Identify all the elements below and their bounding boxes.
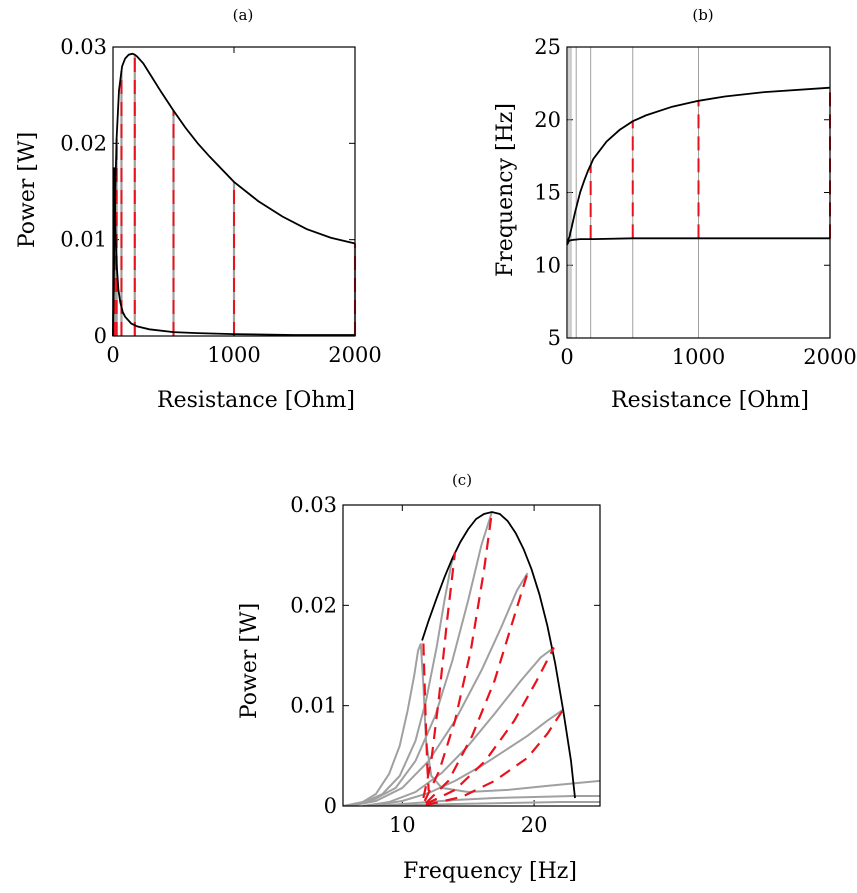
panel-c-dashed-3	[423, 511, 493, 802]
panel-a-ytick-label: 0.01	[60, 228, 107, 252]
panel-c-xtick-label: 20	[521, 813, 548, 837]
panel-c-curve-8	[382, 801, 600, 806]
panel-a-xtick-label: 1000	[207, 343, 260, 367]
panel-a-series-2	[112, 167, 355, 337]
panel-c-curve-2	[343, 551, 456, 806]
panel-b-ytick-label: 15	[534, 181, 561, 205]
panel-a-series-1	[112, 52, 356, 337]
panel-c-frame	[342, 504, 601, 807]
panel-c-plot-area	[343, 511, 600, 806]
panel-c-ytick-label: 0.02	[290, 593, 337, 617]
panel-b-ytick-label: 20	[534, 108, 561, 132]
panel-b-series-2	[566, 237, 830, 246]
panel-c-title: (c)	[452, 471, 472, 489]
panel-c-curve-1	[343, 643, 600, 806]
panel-b-xtick-label: 0	[560, 345, 573, 369]
panel-a-ylabel: Power [W]	[15, 132, 40, 248]
panel-c-dashed-5	[425, 646, 555, 805]
panel-c-dashed-2	[422, 552, 457, 799]
panel-b-xlabel: Resistance [Ohm]	[611, 388, 809, 413]
panel-b-frame	[566, 46, 831, 339]
panel-c-xlabel: Frequency [Hz]	[403, 859, 577, 884]
panel-c-curve-4	[349, 572, 529, 806]
panel-c: (c) Frequency [Hz] Power [W] 10 20 0 0.01 0.…	[237, 471, 601, 884]
panel-c-dashed-4	[425, 572, 529, 804]
panel-b-series-1	[566, 86, 831, 244]
panel-c-curve-7	[375, 795, 600, 806]
panel-b-xtick-label: 2000	[803, 345, 856, 369]
panel-b-ytick-label: 10	[534, 253, 561, 277]
panel-c-ylabel: Power [W]	[237, 603, 262, 719]
panel-c-dashed-6	[425, 709, 565, 806]
panel-b: (b) Resistance [Ohm] Frequency [Hz] 0 100…	[493, 6, 857, 413]
panel-c-ytick-label: 0.03	[290, 493, 337, 517]
panel-c-ytick-label: 0.01	[290, 694, 337, 718]
panel-b-title: (b)	[692, 6, 713, 24]
panel-b-xtick-label: 1000	[672, 345, 725, 369]
panel-a-xtick-label: 0	[106, 343, 119, 367]
panel-a-title: (a)	[233, 6, 254, 24]
panel-b-ytick-label: 5	[548, 326, 561, 350]
panel-c-ytick-label: 0	[324, 794, 337, 818]
panel-c-curve-3	[343, 511, 493, 806]
panel-a-ytick-label: 0	[94, 324, 107, 348]
panel-a-xlabel: Resistance [Ohm]	[157, 388, 355, 413]
panel-a: (a) Resistance [Ohm] Power [W] 0 1000 2000…	[15, 6, 382, 413]
panel-a-frame	[112, 46, 356, 337]
panel-c-xtick-label: 10	[389, 813, 416, 837]
panel-a-ytick-label: 0.02	[60, 131, 107, 155]
panel-a-xtick-label: 2000	[328, 343, 381, 367]
panel-a-ytick-label: 0.03	[60, 35, 107, 59]
panel-c-curve-5	[362, 646, 555, 806]
panel-b-ytick-label: 25	[534, 35, 561, 59]
panel-b-ylabel: Frequency [Hz]	[493, 103, 518, 277]
